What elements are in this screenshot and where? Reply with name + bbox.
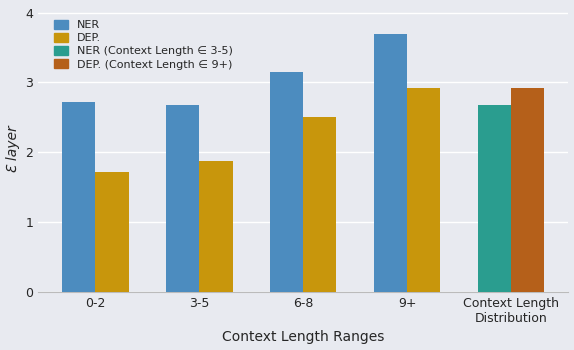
Bar (478, 105, 511, 292)
Y-axis label: ℇ layer: ℇ layer (6, 125, 20, 173)
Bar (407, 88, 440, 292)
Bar (270, 72, 303, 292)
Legend: NER, DEP., NER (Context Length ∈ 3-5), DEP. (Context Length ∈ 9+): NER, DEP., NER (Context Length ∈ 3-5), D… (49, 14, 238, 75)
Bar (62, 102, 95, 292)
X-axis label: Context Length Ranges: Context Length Ranges (222, 330, 385, 344)
Bar (511, 88, 544, 292)
Bar (374, 34, 407, 292)
Bar (95, 172, 129, 292)
Bar (166, 105, 199, 292)
Bar (199, 161, 232, 292)
Bar (303, 117, 336, 292)
